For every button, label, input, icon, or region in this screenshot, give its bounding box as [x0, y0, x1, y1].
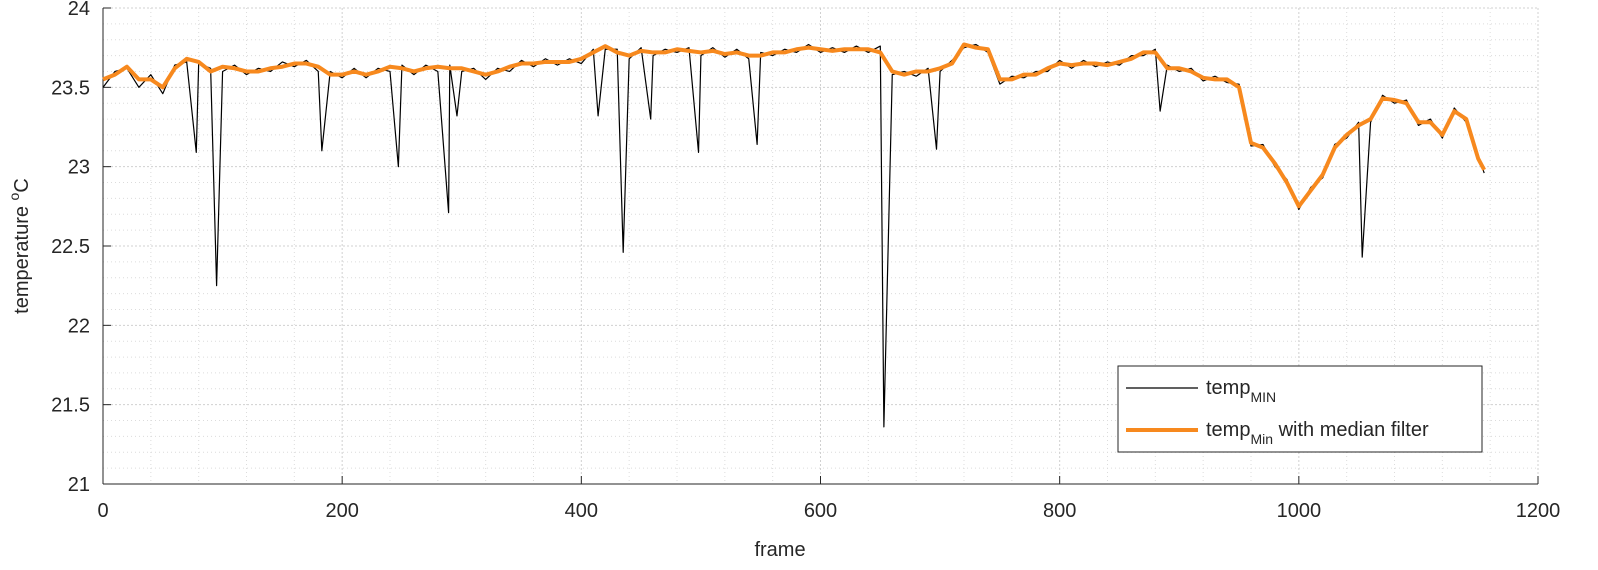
legend-label-text: temp [1206, 377, 1250, 399]
y-axis-label-unit: C [11, 178, 33, 192]
legend-label-text: temp [1206, 419, 1250, 441]
legend-label-subscript: Min [1250, 431, 1273, 447]
y-tick-label: 22.5 [51, 236, 90, 258]
x-tick-label: 1000 [1277, 500, 1322, 522]
y-tick-label: 23.5 [51, 77, 90, 99]
legend-label-subscript: MIN [1250, 389, 1276, 405]
x-tick-label: 600 [804, 500, 837, 522]
legend-label-suffix: with median filter [1273, 419, 1429, 441]
x-axis-label: frame [754, 539, 805, 561]
y-tick-label: 21 [68, 474, 90, 496]
x-tick-label: 800 [1043, 500, 1076, 522]
legend-box [1117, 365, 1483, 453]
y-axis-label-superscript: o [6, 192, 22, 200]
y-tick-label: 23 [68, 157, 90, 179]
y-axis-label-text: temperature [11, 200, 33, 313]
x-tick-label: 0 [97, 500, 108, 522]
legend-label: tempMIN [1206, 377, 1276, 405]
x-tick-label: 400 [565, 500, 598, 522]
y-axis-label: temperature oC [6, 178, 33, 314]
data-line [102, 42, 1486, 209]
x-tick-label: 200 [325, 500, 358, 522]
y-tick-label: 22 [68, 315, 90, 337]
y-tick-label: 21.5 [51, 395, 90, 417]
y-tick-label: 24 [68, 0, 90, 20]
x-tick-label: 1200 [1516, 500, 1561, 522]
legend-label: tempMin with median filter [1206, 419, 1429, 447]
